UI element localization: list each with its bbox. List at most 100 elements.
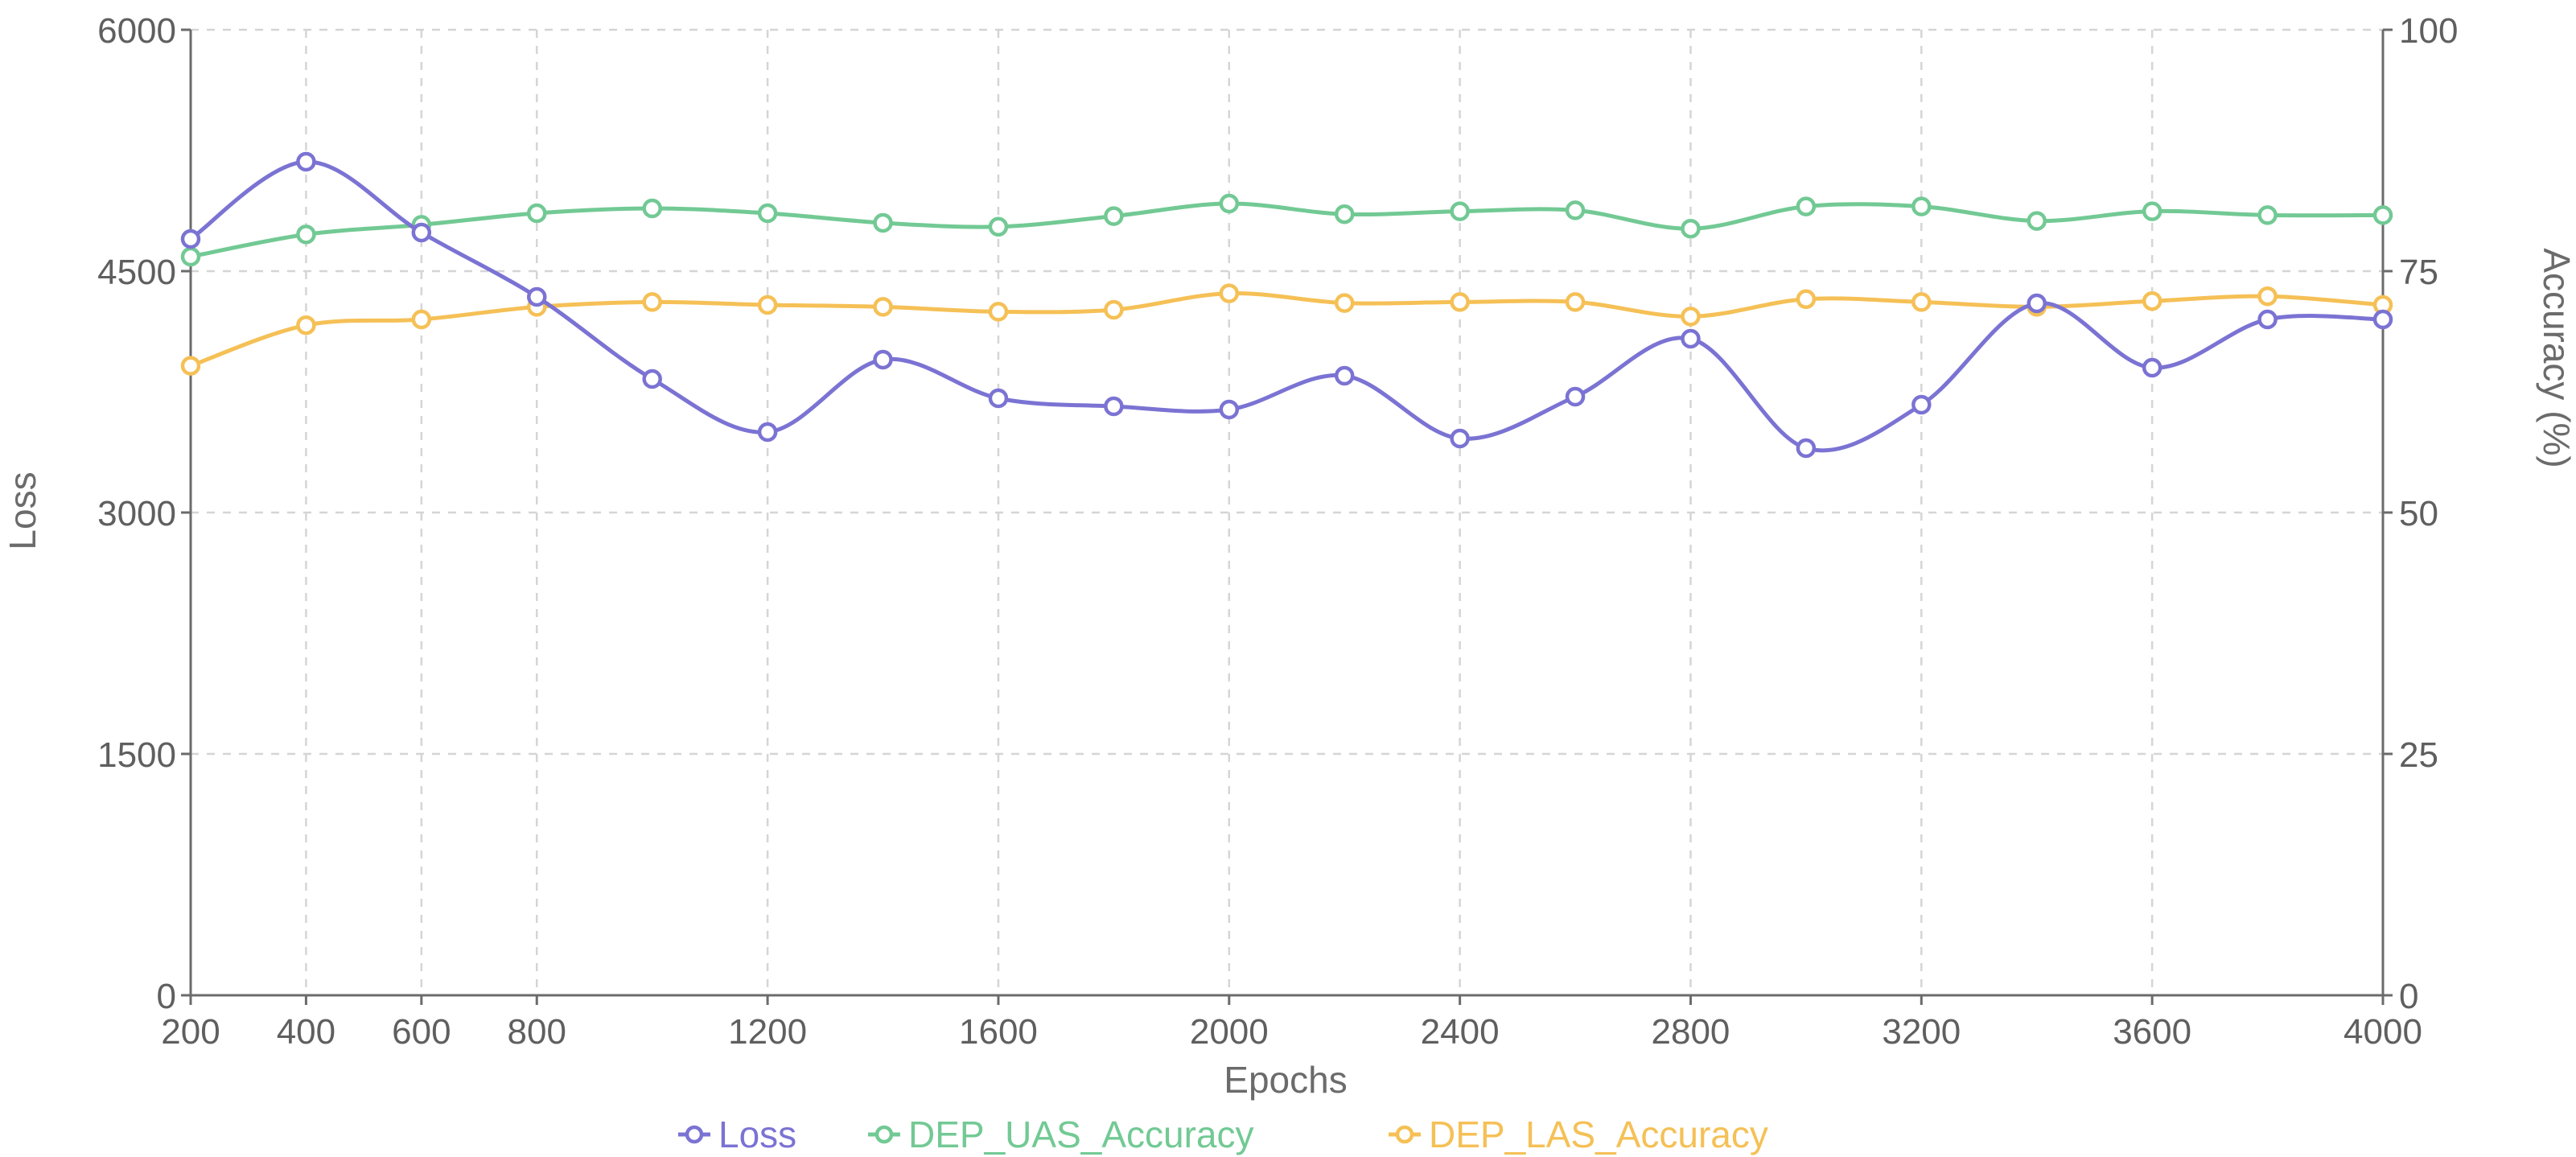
series-dep-las-accuracy xyxy=(180,283,2393,376)
data-point-dep-las-accuracy xyxy=(642,292,662,312)
data-point-dep-uas-accuracy xyxy=(1219,193,1240,214)
data-point-loss xyxy=(873,349,893,370)
y-right-tick-label: 75 xyxy=(2399,253,2438,292)
data-point-dep-las-accuracy xyxy=(1334,293,1355,313)
grid xyxy=(189,28,2385,997)
data-point-dep-uas-accuracy xyxy=(1911,196,1932,216)
series-line-loss xyxy=(189,159,2384,453)
x-tick-label: 2000 xyxy=(1190,1012,1269,1052)
data-point-dep-las-accuracy xyxy=(2257,286,2278,307)
data-point-dep-las-accuracy xyxy=(1104,299,1124,320)
legend-item-loss: Loss xyxy=(678,1114,796,1155)
data-point-dep-las-accuracy xyxy=(296,315,316,336)
data-point-loss xyxy=(180,229,201,249)
x-tick-label: 3600 xyxy=(2113,1012,2191,1052)
x-tick-label: 3200 xyxy=(1882,1012,1961,1052)
data-point-loss xyxy=(1565,386,1586,407)
y-left-tick-label: 1500 xyxy=(97,735,176,775)
data-point-dep-las-accuracy xyxy=(411,309,432,330)
data-point-dep-las-accuracy xyxy=(1565,292,1586,312)
series-line-dep-uas-accuracy xyxy=(190,201,2384,259)
data-point-dep-las-accuracy xyxy=(873,297,893,317)
x-tick-label: 600 xyxy=(392,1012,451,1052)
y-axis-right-title: Accuracy (%) xyxy=(2536,248,2576,467)
data-point-dep-uas-accuracy xyxy=(757,203,778,224)
y-axis-left-title: Loss xyxy=(2,471,43,550)
data-point-loss xyxy=(1450,428,1470,449)
x-tick-label: 2800 xyxy=(1652,1012,1730,1052)
data-point-dep-uas-accuracy xyxy=(2027,211,2047,231)
y-left-tick-label: 0 xyxy=(157,977,176,1016)
data-point-dep-uas-accuracy xyxy=(180,246,201,267)
series xyxy=(180,151,2393,459)
data-point-loss xyxy=(1334,365,1355,386)
data-point-dep-las-accuracy xyxy=(757,294,778,315)
y-right-tick-label: 50 xyxy=(2399,494,2438,533)
data-point-dep-uas-accuracy xyxy=(873,212,893,233)
legend-marker-dep-las-accuracy xyxy=(1395,1125,1414,1144)
data-point-dep-uas-accuracy xyxy=(642,198,662,219)
legend-label-loss: Loss xyxy=(718,1114,796,1155)
data-point-loss xyxy=(2257,309,2278,330)
legend-marker-loss xyxy=(685,1125,704,1144)
x-tick-label: 2400 xyxy=(1421,1012,1500,1052)
legend: Loss DEP_UAS_Accuracy DEP_LAS_Accuracy xyxy=(678,1114,1768,1155)
series-loss xyxy=(180,151,2393,459)
data-point-loss xyxy=(757,422,778,443)
data-point-dep-uas-accuracy xyxy=(2257,205,2278,225)
axes: 200 400 600 800 1200 1600 2000 2400 2800 3200 3600… xyxy=(97,11,2458,1052)
data-point-loss xyxy=(411,222,432,243)
legend-label-dep-las-accuracy: DEP_LAS_Accuracy xyxy=(1429,1114,1768,1155)
data-point-loss xyxy=(2027,293,2047,314)
y-right-tick-label: 0 xyxy=(2399,977,2418,1016)
data-point-dep-uas-accuracy xyxy=(1104,206,1124,226)
data-point-loss xyxy=(1911,394,1932,415)
data-point-dep-las-accuracy xyxy=(1911,292,1932,312)
legend-label-dep-uas-accuracy: DEP_UAS_Accuracy xyxy=(908,1114,1254,1155)
y-left-tick-label: 3000 xyxy=(97,494,176,533)
data-point-dep-uas-accuracy xyxy=(1796,196,1817,216)
data-point-dep-uas-accuracy xyxy=(2372,205,2393,225)
data-point-dep-uas-accuracy xyxy=(1334,204,1355,224)
series-dep-uas-accuracy xyxy=(180,193,2393,267)
data-point-dep-uas-accuracy xyxy=(1450,201,1470,221)
data-point-dep-las-accuracy xyxy=(1219,283,1240,303)
data-point-loss xyxy=(1681,328,1701,349)
data-point-loss xyxy=(1104,396,1124,417)
data-point-dep-las-accuracy xyxy=(180,356,201,376)
legend-item-dep-las-accuracy: DEP_LAS_Accuracy xyxy=(1389,1114,1768,1155)
x-tick-label: 200 xyxy=(161,1012,220,1052)
y-left-tick-label: 6000 xyxy=(97,11,176,51)
x-tick-label: 1600 xyxy=(959,1012,1038,1052)
data-point-dep-uas-accuracy xyxy=(988,216,1009,237)
y-left-tick-label: 4500 xyxy=(97,253,176,292)
data-point-dep-uas-accuracy xyxy=(1565,200,1586,220)
x-tick-label: 800 xyxy=(508,1012,566,1052)
x-tick-label: 400 xyxy=(277,1012,335,1052)
data-point-loss xyxy=(1796,438,1817,459)
data-point-dep-las-accuracy xyxy=(1681,307,1701,327)
legend-marker-dep-uas-accuracy xyxy=(874,1125,894,1144)
data-point-dep-uas-accuracy xyxy=(527,203,547,224)
legend-item-dep-uas-accuracy: DEP_UAS_Accuracy xyxy=(868,1114,1254,1155)
data-point-dep-uas-accuracy xyxy=(296,224,316,245)
x-tick-label: 4000 xyxy=(2344,1012,2422,1052)
data-point-loss xyxy=(296,151,316,172)
x-axis-title: Epochs xyxy=(1224,1059,1347,1101)
x-tick-label: 1200 xyxy=(728,1012,807,1052)
data-point-dep-las-accuracy xyxy=(2142,290,2162,311)
data-point-loss xyxy=(988,388,1009,409)
data-point-loss xyxy=(2142,357,2162,378)
y-right-tick-label: 25 xyxy=(2399,735,2438,775)
data-point-dep-uas-accuracy xyxy=(2142,201,2162,221)
y-right-tick-label: 100 xyxy=(2399,11,2458,51)
data-point-loss xyxy=(2372,309,2393,330)
data-point-dep-las-accuracy xyxy=(1450,292,1470,312)
data-point-loss xyxy=(642,369,662,389)
data-point-dep-las-accuracy xyxy=(988,302,1009,322)
data-point-dep-las-accuracy xyxy=(1796,289,1817,310)
data-point-loss xyxy=(527,286,547,307)
data-point-loss xyxy=(1219,399,1240,420)
data-point-dep-uas-accuracy xyxy=(1681,218,1701,239)
